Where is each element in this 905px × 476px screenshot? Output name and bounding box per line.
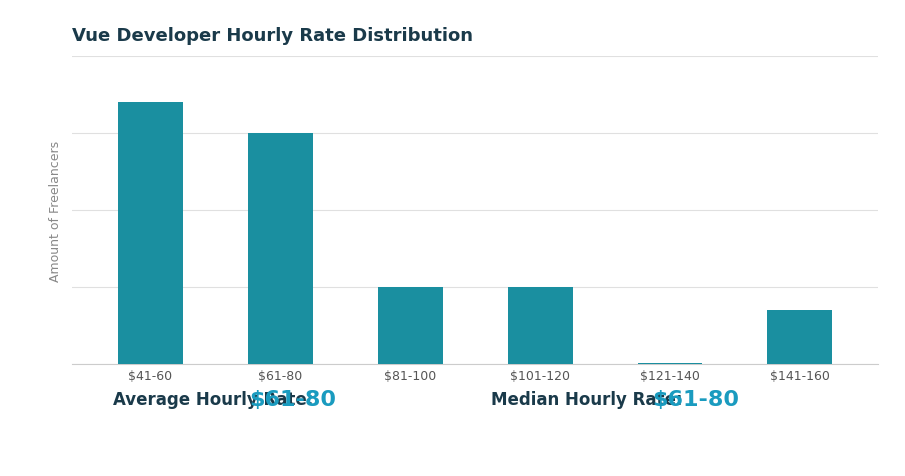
Bar [508, 288, 573, 365]
Bar [248, 134, 313, 365]
Text: Vue Developer Hourly Rate Distribution: Vue Developer Hourly Rate Distribution [72, 27, 473, 44]
Bar [637, 363, 702, 365]
Y-axis label: Amount of Freelancers: Amount of Freelancers [49, 140, 62, 281]
Bar [767, 311, 833, 365]
Text: Median Hourly Rate:: Median Hourly Rate: [491, 390, 682, 408]
Text: Average Hourly Rate:: Average Hourly Rate: [112, 390, 313, 408]
Bar [377, 288, 443, 365]
Text: $61-80: $61-80 [250, 389, 337, 409]
Text: $61-80: $61-80 [653, 389, 739, 409]
Bar [118, 103, 183, 365]
